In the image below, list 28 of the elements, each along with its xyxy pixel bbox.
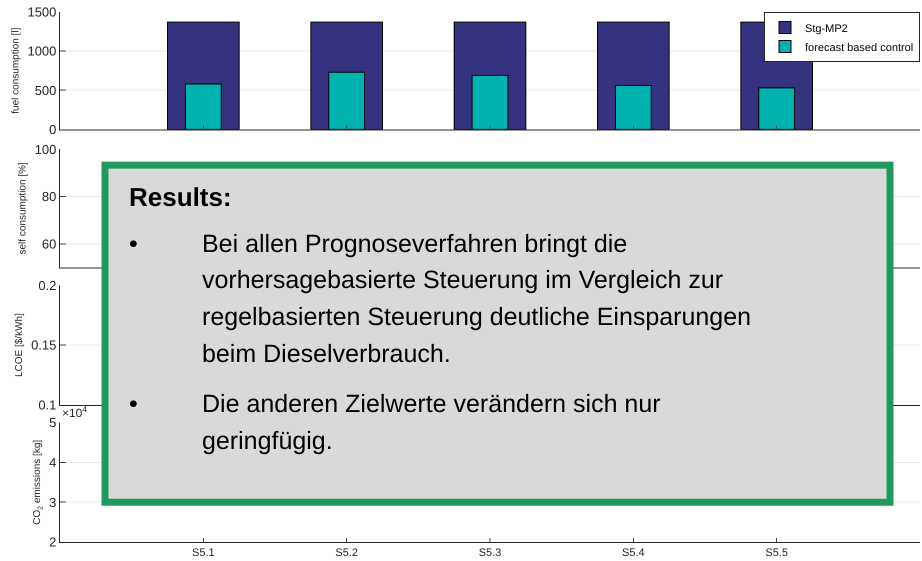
y-tick-label: 500 xyxy=(34,82,56,98)
x-tick-label: S5.3 xyxy=(478,547,502,560)
text: • Bei allen Prognoseverfahren bringt die vorhersagebasierte Steuerung im Vergleich zur regelbasierten Steuerung deutliche Einsparungen beim Dieselverbrauch. xyxy=(129,230,751,368)
text: • Die anderen Zielwerte verändern sich nur geringfügig. xyxy=(129,390,661,455)
y-tick-label: 0.2 xyxy=(38,278,56,293)
legend-label: Stg-MP2 xyxy=(805,22,848,35)
legend-label: forecast based control xyxy=(805,42,914,54)
annotation: ×10$^{4}$ xyxy=(62,404,88,420)
y-axis-title: fuel consumption [l] xyxy=(10,27,22,114)
y-tick-label: 4 xyxy=(49,455,56,470)
x-tick-label: S5.4 xyxy=(622,547,645,560)
x-tick-label: S5.2 xyxy=(335,547,358,560)
y-tick-label: 100 xyxy=(34,142,56,157)
y-tick-label: 60 xyxy=(42,236,56,252)
text: Results: xyxy=(129,182,232,212)
x-tick-label: S5.1 xyxy=(192,547,215,560)
y-axis-title: LCOE [$/kWh] xyxy=(14,312,26,378)
y-tick-label: 1000 xyxy=(27,44,56,59)
y-tick-label: 0.1 xyxy=(38,397,56,412)
y-tick-label: 3 xyxy=(49,494,56,510)
y-tick-label: 80 xyxy=(42,189,56,204)
y-axis-title: self consumption [%] xyxy=(18,162,29,255)
y-tick-label: 0.15 xyxy=(31,338,56,353)
x-tick-label: S5.5 xyxy=(765,547,788,560)
y-tick-label: 1500 xyxy=(27,4,56,20)
y-tick-label: 0 xyxy=(49,122,56,137)
y-tick-label: 2 xyxy=(49,534,56,550)
y-tick-label: 5 xyxy=(49,415,56,430)
